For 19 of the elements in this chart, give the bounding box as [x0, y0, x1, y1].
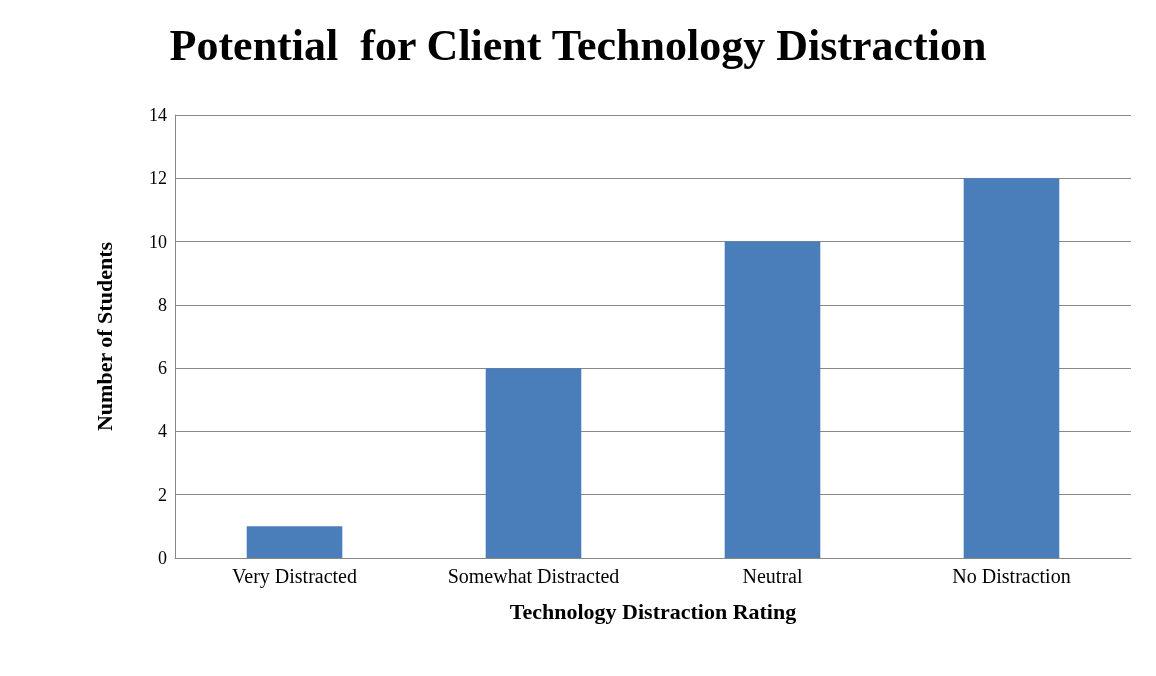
- chart-title: Potential for Client Technology Distraction: [169, 20, 987, 70]
- x-axis-title: Technology Distraction Rating: [509, 598, 797, 624]
- y-tick-label: 6: [158, 358, 167, 379]
- y-tick-label: 4: [158, 421, 167, 442]
- y-tick-label: 8: [158, 294, 167, 315]
- y-axis-title: Number of Students: [91, 241, 117, 432]
- y-tick-label: 12: [149, 168, 167, 189]
- y-tick-label: 0: [158, 548, 167, 568]
- bar: [485, 368, 582, 558]
- x-tick-label: No Distraction: [952, 565, 1071, 587]
- bar: [724, 241, 821, 558]
- bar: [246, 526, 343, 558]
- y-tick-label: 10: [149, 231, 167, 252]
- bar: [963, 178, 1060, 558]
- y-tick-label: 14: [149, 105, 167, 125]
- x-tick-label: Somewhat Distracted: [447, 565, 620, 587]
- x-tick-label: Neutral: [742, 565, 803, 587]
- y-tick-label: 2: [158, 484, 167, 505]
- x-tick-label: Very Distracted: [232, 565, 357, 588]
